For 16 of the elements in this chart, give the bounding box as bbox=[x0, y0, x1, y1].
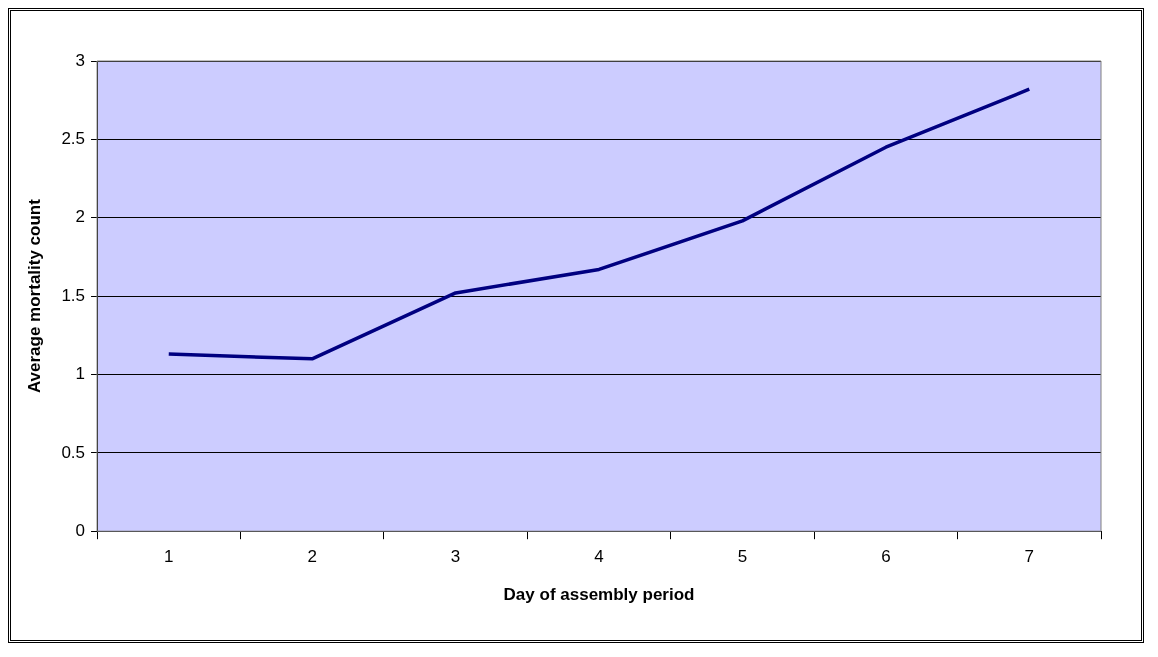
x-tick-label: 6 bbox=[881, 547, 891, 567]
x-tick-label: 4 bbox=[594, 547, 604, 567]
x-tick-label: 1 bbox=[164, 547, 174, 567]
y-tick-label: 2.5 bbox=[61, 129, 86, 149]
y-axis-title: Average mortality count bbox=[24, 198, 44, 394]
x-tick-label: 2 bbox=[307, 547, 317, 567]
x-axis-title: Day of assembly period bbox=[503, 585, 695, 605]
x-tick-label: 7 bbox=[1024, 547, 1035, 567]
x-tick-label: 5 bbox=[737, 547, 748, 567]
y-tick-label: 0 bbox=[75, 520, 86, 540]
x-tick-label: 3 bbox=[450, 547, 461, 567]
y-tick-label: 3 bbox=[75, 50, 86, 70]
y-tick-label: 0.5 bbox=[61, 442, 86, 462]
y-tick-label: 2 bbox=[75, 207, 86, 227]
y-tick-label: 1.5 bbox=[61, 285, 86, 305]
y-tick-label: 1 bbox=[75, 364, 86, 384]
